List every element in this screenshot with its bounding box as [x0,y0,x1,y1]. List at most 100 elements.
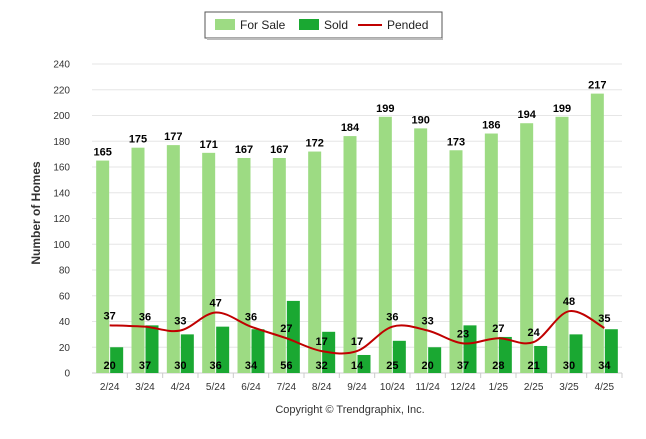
bar-sold [498,336,512,373]
label-pended: 17 [351,336,363,348]
bar-sold [216,326,230,373]
label-sold: 37 [139,360,151,372]
label-pended: 36 [245,312,257,324]
y-tick-label: 240 [53,60,70,71]
label-for-sale: 167 [270,144,288,156]
bar-for-sale [378,116,392,373]
y-tick-label: 220 [53,85,70,96]
bar-for-sale [237,157,251,373]
label-sold: 14 [351,360,364,372]
label-for-sale: 177 [164,131,182,143]
label-sold: 25 [386,360,398,372]
label-for-sale: 167 [235,144,253,156]
label-for-sale: 199 [553,103,571,115]
label-sold: 21 [528,360,540,372]
bar-for-sale [166,145,180,373]
y-axis-label: Number of Homes [29,161,43,265]
label-pended: 17 [316,336,328,348]
bar-for-sale [96,160,110,373]
label-pended: 35 [598,313,610,325]
legend-label-sold: Sold [324,18,348,32]
legend-label-pended: Pended [387,18,428,32]
bar-for-sale [449,150,463,373]
bar-sold [357,354,371,373]
y-tick-label: 180 [53,137,70,148]
label-sold: 28 [492,360,504,372]
x-tick-label: 2/25 [524,382,544,393]
y-axis: 0 20 40 60 80 100 120 140 160 180 200 220 240 [53,60,70,380]
bar-for-sale [308,151,322,373]
bar-for-sale [343,136,357,373]
x-tick-label: 7/24 [277,382,297,393]
bar-for-sale [484,133,498,373]
bar-sold [392,340,406,373]
label-for-sale: 199 [376,103,394,115]
y-tick-label: 40 [59,317,71,328]
bar-for-sale [520,123,534,373]
pended-line [109,310,605,355]
bar-sold [110,347,124,373]
pended-line-group [109,310,605,355]
label-pended: 27 [492,323,504,335]
label-pended: 33 [174,316,186,328]
x-tick-label: 3/24 [135,382,155,393]
y-tick-label: 80 [59,266,71,277]
y-tick-label: 20 [59,343,71,354]
x-tick-label: 5/24 [206,382,226,393]
bar-sold [251,329,265,373]
label-pended: 47 [210,297,222,309]
bars [96,93,618,374]
label-sold: 37 [457,360,469,372]
x-tick-label: 9/24 [347,382,367,393]
y-tick-label: 60 [59,291,71,302]
bar-for-sale [202,152,216,373]
legend: For Sale Sold Pended [204,11,443,40]
label-for-sale: 186 [482,120,500,132]
bar-sold [180,334,194,373]
label-for-sale: 194 [517,109,536,121]
bar-for-sale [590,93,604,374]
copyright-footer: Copyright © Trendgraphix, Inc. [275,404,424,416]
label-pended: 24 [528,327,541,339]
label-sold: 32 [316,360,328,372]
x-tick-label: 1/25 [489,382,509,393]
label-sold: 20 [422,360,434,372]
bar-sold [428,347,442,373]
label-for-sale: 173 [447,136,465,148]
bar-for-sale [131,147,145,373]
x-tick-label: 12/24 [450,382,475,393]
x-axis: 2/24 3/24 4/24 5/24 6/24 7/24 8/24 9/24 10/24 11/… [100,373,623,393]
bar-for-sale [414,128,428,373]
bar-sold [569,334,583,373]
label-for-sale: 217 [588,80,606,92]
legend-swatch-for-sale [215,19,235,30]
y-tick-label: 120 [53,214,70,225]
label-for-sale: 175 [129,134,147,146]
x-tick-label: 2/24 [100,382,120,393]
label-pended: 36 [139,312,151,324]
y-tick-label: 100 [53,240,70,251]
label-for-sale: 171 [199,139,217,151]
bar-for-sale [272,157,286,373]
label-sold: 30 [563,360,575,372]
x-tick-label: 10/24 [380,382,405,393]
x-tick-label: 4/24 [171,382,191,393]
x-tick-label: 8/24 [312,382,332,393]
label-pended: 33 [422,316,434,328]
bar-sold [534,345,548,373]
label-sold: 30 [174,360,186,372]
label-pended: 36 [386,312,398,324]
x-tick-label: 11/24 [416,382,441,393]
y-tick-label: 140 [53,188,70,199]
grid [92,63,622,374]
label-for-sale: 184 [341,122,360,134]
bar-sold [286,300,300,373]
legend-box [204,11,443,39]
label-sold: 34 [598,360,611,372]
y-tick-label: 160 [53,163,70,174]
data-labels: 165 20 175 37 177 30 171 36 167 34 167 56 172 32 184 14… [93,80,611,372]
label-for-sale: 165 [93,147,111,159]
x-tick-label: 6/24 [241,382,261,393]
